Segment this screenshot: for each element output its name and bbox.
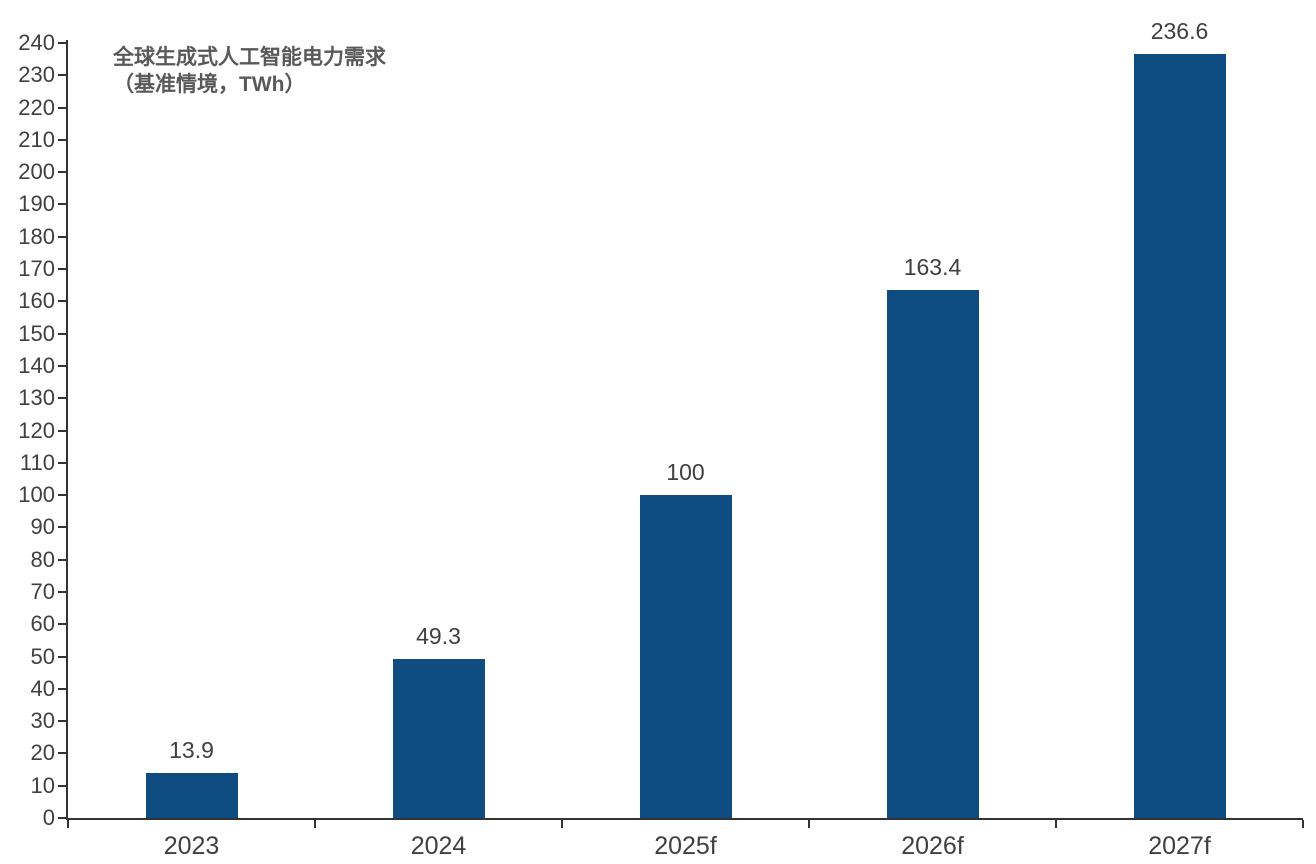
bar-value-label: 13.9: [169, 737, 214, 764]
chart-title: 全球生成式人工智能电力需求 （基准情境，TWh）: [113, 44, 386, 98]
y-axis-tick-label: 50: [30, 643, 55, 669]
y-axis-tick: [58, 461, 66, 464]
x-axis-line: [66, 818, 1303, 820]
y-axis-tick-label: 0: [42, 805, 55, 830]
y-axis-tick-label: 220: [18, 94, 55, 120]
y-axis-tick-label: 120: [18, 417, 55, 443]
x-axis-tick: [1302, 820, 1304, 828]
bar-2024: [392, 658, 485, 818]
y-axis-tick: [58, 171, 66, 174]
x-axis-category-label: 2023: [163, 832, 220, 860]
y-axis-tick: [58, 203, 66, 206]
y-axis-tick-label: 240: [18, 30, 55, 55]
y-axis-tick-label: 160: [18, 288, 55, 314]
y-axis-tick-label: 140: [18, 352, 55, 378]
y-axis-tick: [58, 364, 66, 367]
x-axis-tick: [1055, 820, 1057, 828]
y-axis-tick: [58, 300, 66, 303]
y-axis-tick: [58, 720, 66, 723]
y-axis-tick-label: 110: [19, 449, 55, 475]
x-axis-category-label: 2025f: [654, 832, 717, 860]
bar-value-label: 100: [666, 459, 705, 486]
y-axis-tick: [58, 752, 66, 755]
x-axis-tick: [561, 820, 563, 828]
y-axis-tick-label: 60: [30, 611, 55, 637]
bar-2027f: [1133, 53, 1226, 818]
y-axis-tick-label: 20: [30, 740, 55, 766]
x-axis-tick: [314, 820, 316, 828]
y-axis-tick-label: 180: [18, 223, 55, 249]
y-axis-tick: [58, 138, 66, 141]
bar-2025f: [639, 495, 732, 818]
bar-2023: [145, 773, 238, 818]
y-axis-tick-label: 30: [30, 708, 55, 734]
y-axis-tick-label: 70: [30, 578, 55, 604]
chart-title-line-1: 全球生成式人工智能电力需求: [113, 46, 386, 69]
x-axis-tick: [67, 820, 69, 828]
y-axis-tick-label: 190: [18, 191, 55, 217]
y-axis-tick-label: 10: [30, 772, 55, 798]
y-axis-tick-label: 40: [30, 675, 55, 701]
y-axis-tick-label: 90: [30, 514, 55, 540]
x-axis-tick: [808, 820, 810, 828]
y-axis-tick: [58, 623, 66, 626]
y-axis-tick: [58, 429, 66, 432]
y-axis-tick-label: 170: [18, 256, 55, 282]
y-axis-tick: [58, 494, 66, 497]
bar-2026f: [886, 290, 979, 818]
y-axis-tick-label: 210: [18, 126, 55, 152]
y-axis-tick: [58, 268, 66, 271]
bar-value-label: 236.6: [1150, 17, 1209, 44]
y-axis-tick: [58, 687, 66, 690]
y-axis-tick-label: 130: [18, 385, 55, 411]
y-axis-tick: [58, 590, 66, 593]
y-axis-tick-label: 230: [18, 62, 55, 88]
y-axis-tick: [58, 332, 66, 335]
y-axis-tick: [58, 74, 66, 77]
y-axis-tick: [58, 784, 66, 787]
y-axis-tick: [58, 526, 66, 529]
bar-value-label: 49.3: [416, 622, 461, 649]
chart-title-line-2: （基准情境，TWh）: [113, 73, 306, 96]
x-axis-category-label: 2024: [410, 832, 467, 860]
y-axis-tick: [58, 397, 66, 400]
y-axis-tick: [58, 42, 66, 44]
bar-value-label: 163.4: [903, 254, 962, 281]
y-axis-tick-label: 100: [18, 482, 55, 508]
y-axis-tick: [58, 235, 66, 238]
y-axis-tick-label: 200: [18, 159, 55, 185]
y-axis-line: [66, 40, 68, 820]
y-axis-tick: [58, 655, 66, 658]
y-axis-tick: [58, 817, 66, 819]
y-axis-tick-label: 80: [30, 546, 55, 572]
x-axis-category-label: 2026f: [901, 832, 964, 860]
y-axis-tick-label: 150: [18, 320, 55, 346]
x-axis-category-label: 2027f: [1148, 832, 1211, 860]
y-axis-tick: [58, 106, 66, 109]
y-axis-tick: [58, 558, 66, 561]
